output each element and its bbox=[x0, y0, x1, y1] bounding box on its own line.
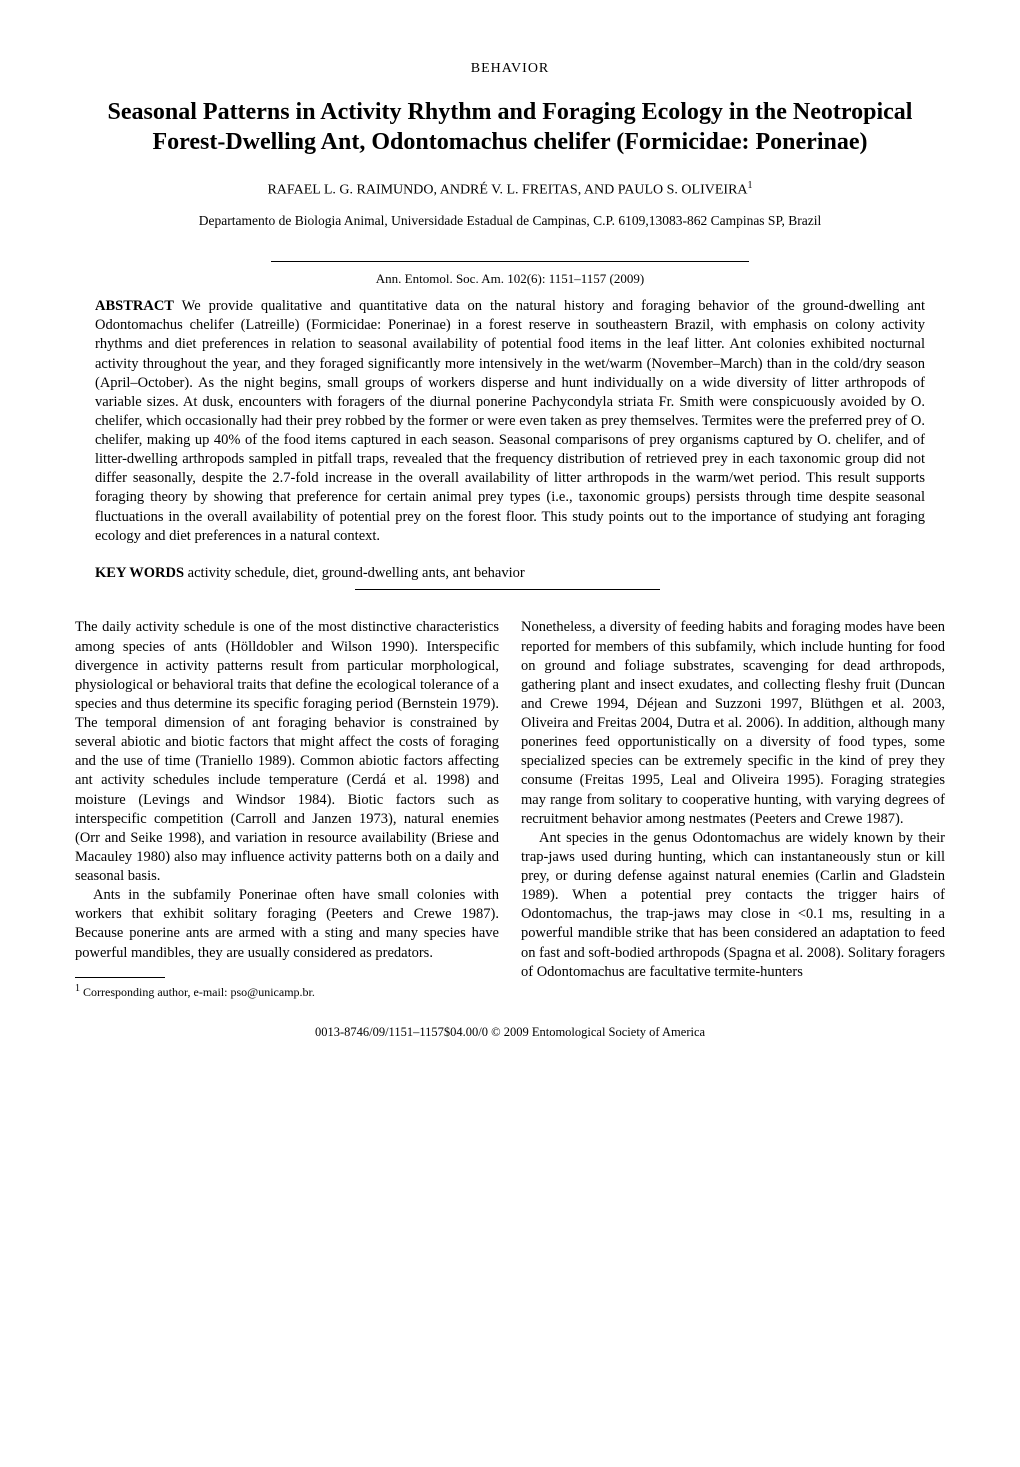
abstract-text: We provide qualitative and quantitative … bbox=[95, 298, 925, 544]
right-column: Nonetheless, a diversity of feeding habi… bbox=[521, 618, 945, 1000]
author-sup: 1 bbox=[748, 180, 753, 191]
abstract-block: ABSTRACT We provide qualitative and quan… bbox=[95, 297, 925, 546]
body-columns: The daily activity schedule is one of th… bbox=[75, 618, 945, 1000]
paper-title: Seasonal Patterns in Activity Rhythm and… bbox=[75, 97, 945, 157]
page-footer: 0013-8746/09/1151–1157$04.00/0 © 2009 En… bbox=[75, 1024, 945, 1041]
footnote-rule bbox=[75, 977, 165, 978]
authors-line: RAFAEL L. G. RAIMUNDO, ANDRÉ V. L. FREIT… bbox=[75, 179, 945, 201]
authors-text: RAFAEL L. G. RAIMUNDO, ANDRÉ V. L. FREIT… bbox=[267, 183, 747, 198]
right-para-2: Ant species in the genus Odontomachus ar… bbox=[521, 829, 945, 982]
section-label: BEHAVIOR bbox=[75, 60, 945, 79]
left-para-1: The daily activity schedule is one of th… bbox=[75, 618, 499, 886]
left-para-2: Ants in the subfamily Ponerinae often ha… bbox=[75, 886, 499, 963]
right-para-1: Nonetheless, a diversity of feeding habi… bbox=[521, 618, 945, 828]
top-divider bbox=[271, 261, 750, 262]
keywords-label: KEY WORDS bbox=[95, 565, 184, 581]
keywords-text: activity schedule, diet, ground-dwelling… bbox=[184, 565, 525, 581]
keywords-divider bbox=[355, 589, 660, 590]
footnote: 1 Corresponding author, e-mail: pso@unic… bbox=[75, 982, 499, 1001]
abstract-label: ABSTRACT bbox=[95, 298, 174, 314]
keywords-block: KEY WORDS activity schedule, diet, groun… bbox=[95, 564, 925, 584]
left-column: The daily activity schedule is one of th… bbox=[75, 618, 499, 1000]
affiliation: Departamento de Biologia Animal, Univers… bbox=[75, 212, 945, 230]
footnote-text: Corresponding author, e-mail: pso@unicam… bbox=[83, 985, 315, 999]
citation: Ann. Entomol. Soc. Am. 102(6): 1151–1157… bbox=[75, 270, 945, 288]
footnote-sup: 1 bbox=[75, 983, 80, 994]
